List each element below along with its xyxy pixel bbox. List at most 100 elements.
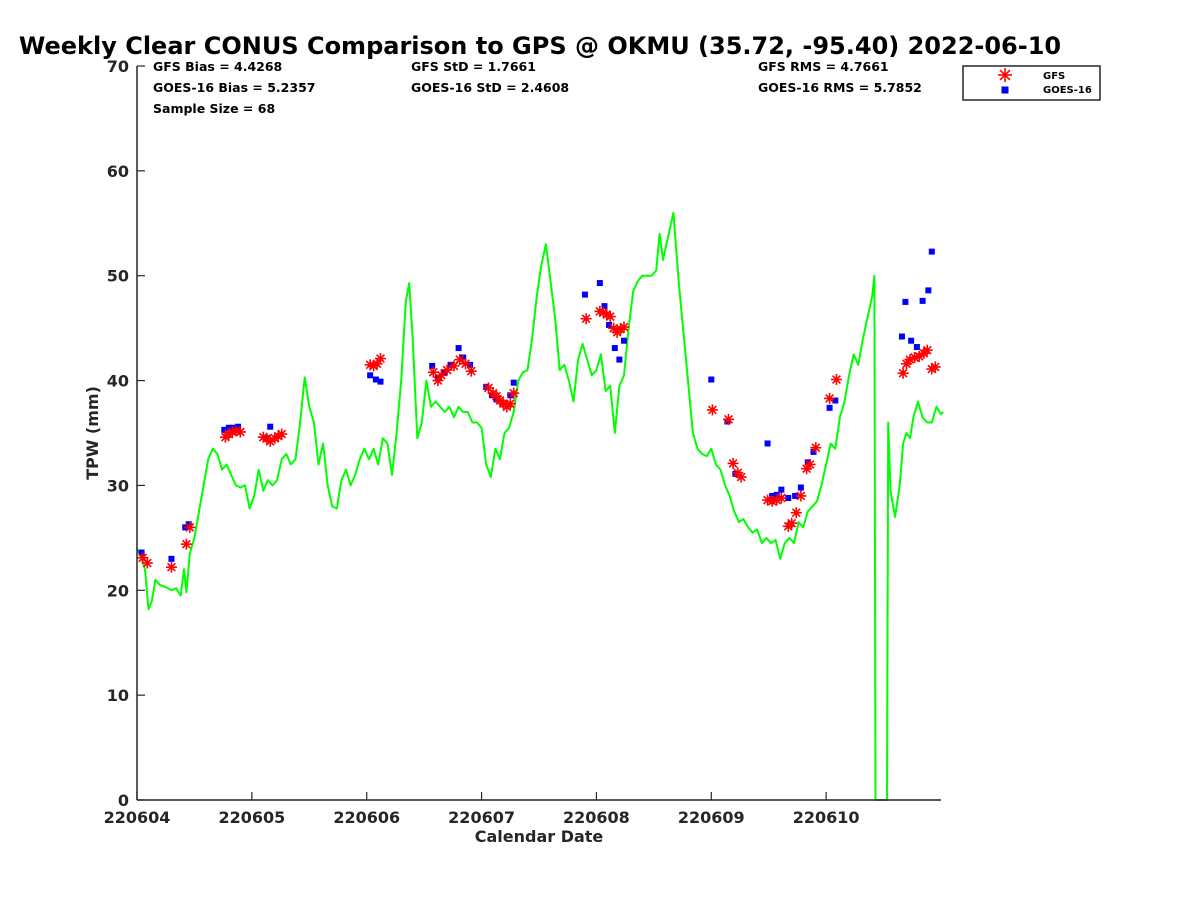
gfs-point bbox=[465, 365, 477, 377]
goes16-point bbox=[447, 361, 454, 368]
gfs-point bbox=[580, 313, 592, 325]
y-tick-label: 30 bbox=[107, 476, 129, 495]
goes16-point bbox=[620, 337, 627, 344]
y-axis-label: TPW (mm) bbox=[83, 386, 102, 480]
legend: GFS GOES-16 bbox=[962, 65, 1101, 101]
stat-goes-rms: GOES-16 RMS = 5.7852 bbox=[758, 80, 922, 95]
goes16-point bbox=[797, 484, 804, 491]
goes16-point bbox=[138, 549, 145, 556]
gfs-point bbox=[504, 398, 516, 410]
goes16-point bbox=[785, 495, 792, 502]
gfs-point bbox=[929, 361, 941, 373]
axes: 0 10 20 30 40 50 60 70 220604 220605 220606 220607 2… bbox=[104, 57, 941, 827]
goes16-point bbox=[267, 423, 274, 430]
x-tick-label: 220608 bbox=[563, 808, 630, 827]
gfs-point bbox=[830, 374, 842, 386]
gfs-point bbox=[180, 538, 192, 550]
legend-gfs-label: GFS bbox=[1043, 71, 1065, 82]
gfs-point bbox=[234, 426, 246, 438]
goes16-point bbox=[367, 372, 374, 379]
gfs-point bbox=[727, 457, 739, 469]
goes16-point bbox=[235, 423, 242, 430]
gfs-point bbox=[786, 517, 798, 529]
gfs-point bbox=[604, 311, 616, 323]
y-tick-label: 40 bbox=[107, 372, 129, 391]
gfs-point bbox=[771, 494, 783, 506]
goes16-point bbox=[902, 298, 909, 305]
goes16-point bbox=[377, 378, 384, 385]
goes16-point bbox=[908, 337, 915, 344]
stat-gfs-std: GFS StD = 1.7661 bbox=[411, 59, 536, 74]
gfs-point bbox=[921, 344, 933, 356]
x-tick-label: 220604 bbox=[104, 808, 171, 827]
gfs-point bbox=[804, 458, 816, 470]
goes16-point bbox=[616, 356, 623, 363]
goes16-point bbox=[928, 248, 935, 255]
goes16-point bbox=[221, 426, 228, 433]
gfs-point bbox=[735, 471, 747, 483]
gfs-point bbox=[618, 321, 630, 333]
gfs-point bbox=[276, 428, 288, 440]
goes16-point bbox=[168, 555, 175, 562]
y-tick-label: 10 bbox=[107, 686, 129, 705]
goes16-point bbox=[429, 362, 436, 369]
goes16-point bbox=[778, 486, 785, 493]
goes16-point bbox=[483, 383, 490, 390]
goes16-point bbox=[510, 379, 517, 386]
goes16-point bbox=[507, 392, 514, 399]
goes16-point bbox=[455, 345, 462, 352]
stat-gfs-rms: GFS RMS = 4.7661 bbox=[758, 59, 889, 74]
gps-series-line bbox=[136, 211, 944, 801]
x-axis-label: Calendar Date bbox=[475, 827, 604, 846]
x-tick-label: 220605 bbox=[218, 808, 285, 827]
gfs-point bbox=[897, 367, 909, 379]
x-tick-label: 220609 bbox=[678, 808, 745, 827]
legend-goes-label: GOES-16 bbox=[1043, 85, 1092, 96]
legend-box bbox=[962, 65, 1101, 101]
goes16-point bbox=[732, 470, 739, 477]
goes16-point bbox=[810, 448, 817, 455]
goes16-point bbox=[708, 376, 715, 383]
gfs-point bbox=[775, 492, 787, 504]
goes16-point bbox=[185, 521, 192, 528]
goes16-point bbox=[606, 321, 613, 328]
goes16-point bbox=[913, 344, 920, 351]
y-tick-label: 0 bbox=[118, 791, 129, 810]
goes16-point bbox=[460, 354, 467, 361]
x-tick-label: 220610 bbox=[793, 808, 860, 827]
gfs-point bbox=[454, 354, 466, 366]
gfs-point bbox=[810, 442, 822, 454]
x-tick-label: 220607 bbox=[448, 808, 515, 827]
chart-title: Weekly Clear CONUS Comparison to GPS @ O… bbox=[19, 32, 1061, 60]
stat-goes-std: GOES-16 StD = 2.4608 bbox=[411, 80, 569, 95]
goes16-point bbox=[611, 345, 618, 352]
goes16-point bbox=[581, 291, 588, 298]
legend-gfs-asterisk bbox=[998, 68, 1012, 82]
gfs-point bbox=[706, 404, 718, 416]
gfs-point bbox=[723, 413, 735, 425]
gfs-point bbox=[790, 507, 802, 519]
gfs-point bbox=[459, 358, 471, 370]
legend-goes-square bbox=[1001, 86, 1009, 94]
gfs-point bbox=[165, 561, 177, 573]
goes16-point bbox=[372, 376, 379, 383]
x-tick-label: 220606 bbox=[333, 808, 400, 827]
gfs-point bbox=[824, 392, 836, 404]
plot-area bbox=[136, 211, 944, 801]
stat-gfs-bias: GFS Bias = 4.4268 bbox=[153, 59, 282, 74]
y-tick-label: 20 bbox=[107, 581, 129, 600]
gfs-point bbox=[615, 323, 627, 335]
legend-gfs-marker bbox=[998, 68, 1012, 82]
legend-goes-marker bbox=[1001, 86, 1009, 94]
stat-goes-bias: GOES-16 Bias = 5.2357 bbox=[153, 80, 315, 95]
goes16-point bbox=[898, 333, 905, 340]
goes16-point bbox=[467, 361, 474, 368]
gfs-point bbox=[184, 521, 196, 533]
gfs-point bbox=[795, 490, 807, 502]
y-tick-label: 60 bbox=[107, 162, 129, 181]
goes16-point bbox=[596, 280, 603, 287]
gfs-point bbox=[508, 387, 520, 399]
y-tick-label: 70 bbox=[107, 57, 129, 76]
gfs-point bbox=[141, 557, 153, 569]
